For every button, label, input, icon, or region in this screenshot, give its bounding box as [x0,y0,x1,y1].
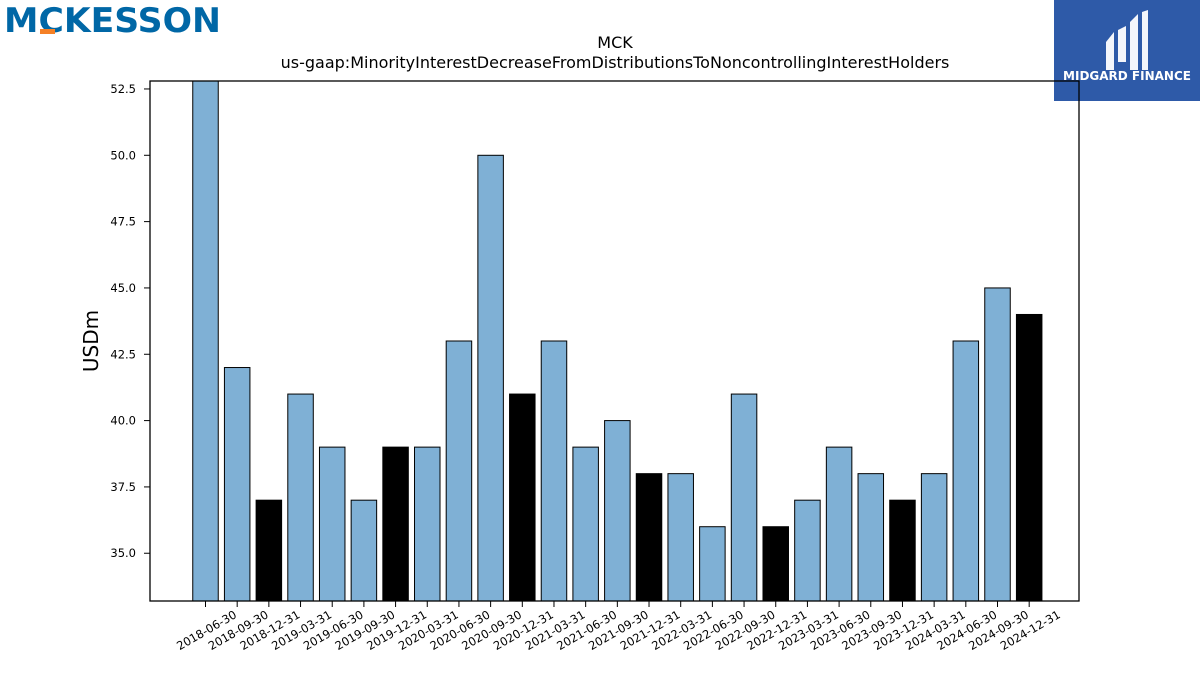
midgard-emblem-icon [1106,10,1148,70]
bar-2022-09-30 [730,393,758,601]
bar-2022-06-30 [699,526,726,601]
bar-2018-12-31 [255,499,283,601]
bar-2024-12-31 [1015,313,1043,601]
bar-2021-03-31 [540,340,568,601]
bar-2019-03-31 [287,393,314,601]
midgard-logo-text: MIDGARD FINANCE [1063,69,1191,83]
bar-2019-09-30 [350,499,378,601]
y-tick-label: 52.5 [110,82,136,96]
mckesson-logo: MCKESSON [4,1,224,41]
bar-2024-06-30 [952,340,980,601]
bar-2022-12-31 [762,526,789,601]
bar-2023-09-30 [857,473,885,601]
bar-2018-06-30 [192,81,219,601]
chart-subtitle: us-gaap:MinorityInterestDecreaseFromDist… [281,53,950,72]
bar-2020-06-30 [445,340,473,601]
bars-group [192,81,1043,601]
y-tick-label: 45.0 [110,281,136,295]
y-axis: 35.0 37.5 40.0 42.5 45.0 47.5 50.0 52.5 [110,82,150,560]
bar-2024-03-31 [920,473,948,601]
bar-2021-06-30 [572,446,599,601]
bar-2018-09-30 [223,367,251,601]
bar-2023-03-31 [794,499,821,601]
y-tick-label: 37.5 [110,480,136,494]
bar-2021-12-31 [635,473,663,601]
y-tick-label: 40.0 [110,414,136,428]
midgard-finance-logo: MIDGARD FINANCE [1054,0,1200,101]
bar-2020-12-31 [509,393,536,601]
bar-2023-12-31 [889,499,916,601]
x-axis: 2018-06-302018-09-302018-12-312019-03-31… [174,601,1063,653]
y-tick-label: 47.5 [110,215,136,229]
bar-2020-09-30 [477,154,504,601]
y-tick-label: 50.0 [110,148,136,162]
y-axis-label: USDm [79,310,103,372]
bar-2023-06-30 [825,446,853,601]
bar-2019-06-30 [318,446,346,601]
plot-frame [149,80,1080,602]
bar-2019-12-31 [382,446,409,601]
logo-accent [40,29,55,34]
bar-2024-09-30 [984,287,1011,601]
chart-title: MCK [597,33,633,52]
bar-2020-03-31 [414,446,441,601]
bar-2021-09-30 [604,420,631,601]
y-tick-label: 42.5 [110,347,136,361]
mckesson-logo-text: MCKESSON [4,2,221,36]
bar-2022-03-31 [667,473,694,601]
y-tick-label: 35.0 [110,546,136,560]
